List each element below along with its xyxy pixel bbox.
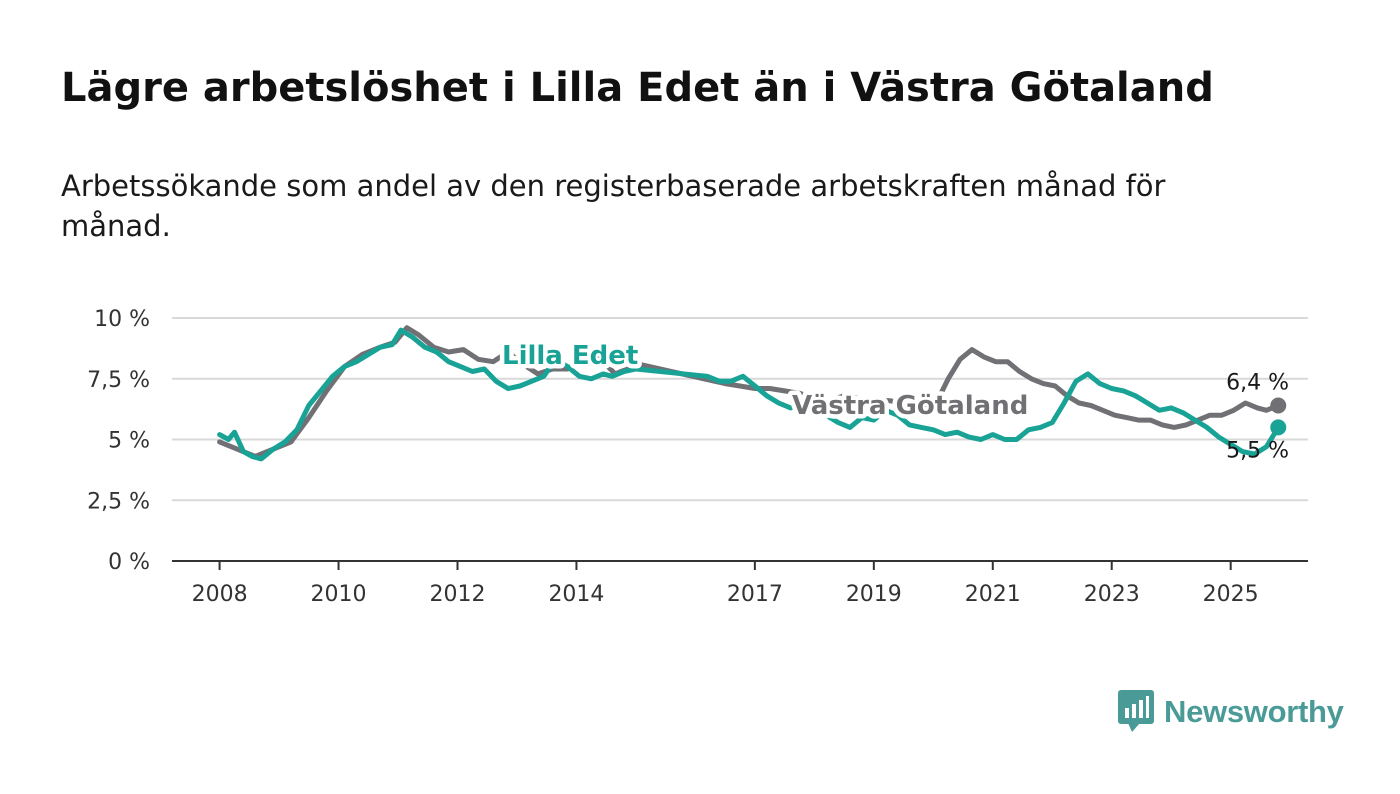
- series-label-halo: Lilla Edet: [502, 341, 638, 371]
- x-tick-label: 2017: [727, 582, 783, 607]
- chart-subtitle: Arbetssökande som andel av den registerb…: [61, 169, 1166, 243]
- x-tick-label: 2025: [1203, 582, 1259, 607]
- x-tick-label: 2014: [548, 582, 604, 607]
- y-tick-label: 5 %: [108, 429, 150, 454]
- series-end-marker: [1270, 397, 1287, 414]
- series-label: Lilla Edet: [502, 341, 638, 371]
- series-line-västra-götaland: [217, 325, 1281, 459]
- x-tick-label: 2019: [846, 582, 902, 607]
- grid-lines: [172, 317, 1308, 502]
- x-tick-label: 2012: [429, 582, 485, 607]
- x-tick-label: 2008: [192, 582, 248, 607]
- end-value-label: 6,4 %: [1226, 370, 1289, 395]
- axes: 0 % 2,5 % 5 % 7,5 % 10 % 2008 2010 2012 2014 2017…: [87, 307, 1308, 607]
- series-label: Västra Götaland: [792, 391, 1028, 421]
- y-tick-label: 2,5 %: [87, 489, 150, 514]
- brand-name: Newsworthy: [1164, 694, 1344, 729]
- x-tick-label: 2021: [965, 582, 1021, 607]
- x-tick-label: 2010: [311, 582, 367, 607]
- end-value-label: 5,5 %: [1226, 438, 1289, 463]
- series-end-marker: [1270, 419, 1287, 436]
- newsworthy-brand: Newsworthy: [1118, 690, 1344, 734]
- series-label-halo: Västra Götaland: [792, 391, 1028, 421]
- y-tick-label: 0 %: [108, 550, 150, 575]
- series-lines: [217, 325, 1287, 462]
- newsworthy-logo-icon: [1118, 690, 1154, 732]
- y-tick-label: 10 %: [94, 307, 150, 332]
- chart-title: Lägre arbetslöshet i Lilla Edet än i Väs…: [61, 65, 1214, 111]
- x-tick-label: 2023: [1084, 582, 1140, 607]
- y-tick-label: 7,5 %: [87, 368, 150, 393]
- series-line-lilla-edet: [217, 327, 1281, 462]
